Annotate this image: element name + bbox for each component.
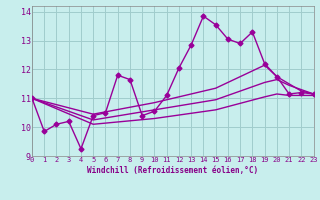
X-axis label: Windchill (Refroidissement éolien,°C): Windchill (Refroidissement éolien,°C) (87, 166, 258, 175)
